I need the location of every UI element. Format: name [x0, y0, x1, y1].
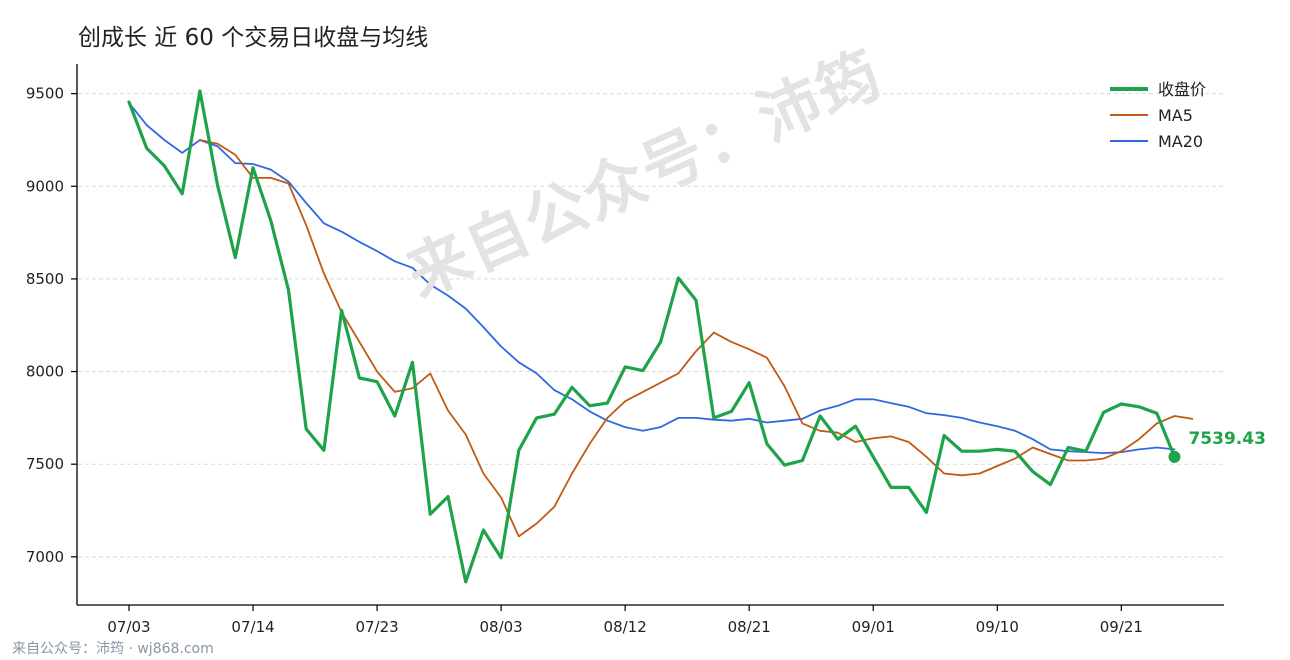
last-point: 7539.43 [1168, 429, 1266, 463]
legend: 收盘价 MA5 MA20 [1110, 80, 1206, 151]
x-tick-label: 08/21 [728, 618, 771, 636]
x-tick-label: 09/10 [976, 618, 1019, 636]
x-tick-label: 07/14 [231, 618, 274, 636]
series-line-close [127, 89, 1177, 584]
legend-label: MA20 [1158, 132, 1203, 151]
x-tick-label: 07/03 [107, 618, 150, 636]
y-tick-label: 7500 [26, 455, 64, 473]
x-tick-label: 08/12 [604, 618, 647, 636]
x-tick-label: 08/03 [480, 618, 523, 636]
axes [76, 64, 1224, 606]
last-close-marker [1168, 450, 1181, 463]
ticks: 7000 7500 8000 8500 9000 9500 07/03 07/14 07/23 0… [26, 85, 1143, 636]
series-lines [127, 89, 1194, 584]
y-tick-label: 9000 [26, 177, 64, 195]
last-close-label: 7539.43 [1188, 429, 1265, 449]
series-line-ma5 [199, 139, 1194, 538]
y-tick-label: 8500 [26, 270, 64, 288]
footer-credit: 来自公众号：沛筠 · wj868.com [12, 641, 214, 657]
x-tick-label: 07/23 [355, 618, 398, 636]
y-tick-label: 7000 [26, 548, 64, 566]
y-tick-label: 8000 [26, 363, 64, 381]
x-tick-label: 09/21 [1100, 618, 1143, 636]
series-line-ma20 [128, 102, 1176, 454]
x-tick-label: 09/01 [852, 618, 895, 636]
legend-label: 收盘价 [1158, 80, 1206, 99]
grid-lines [78, 93, 1224, 558]
y-tick-label: 9500 [26, 85, 64, 103]
legend-label: MA5 [1158, 106, 1193, 125]
chart-title: 创成长 近 60 个交易日收盘与均线 [78, 25, 429, 51]
